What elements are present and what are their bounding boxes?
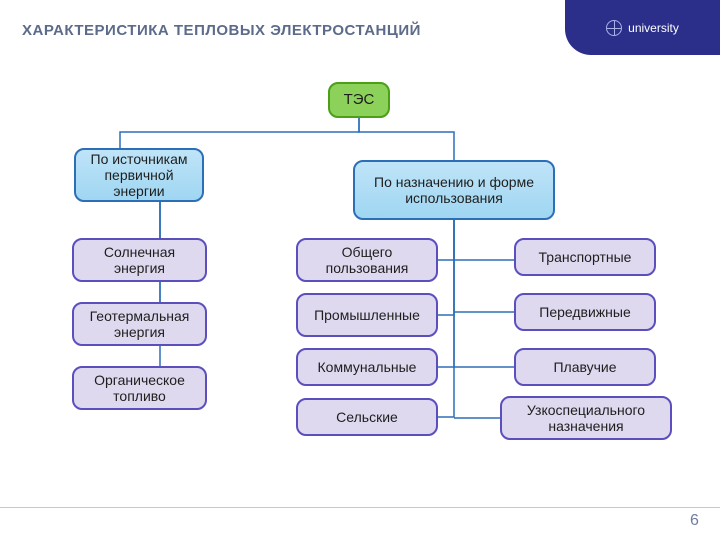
node-l_sun: Солнечная энергия	[72, 238, 207, 282]
node-root: ТЭС	[328, 82, 390, 118]
node-r_pub: Общего пользования	[296, 238, 438, 282]
node-b_left: По источникам первичной энергии	[74, 148, 204, 202]
page-number: 6	[690, 512, 699, 530]
logo-text: university	[628, 21, 679, 35]
node-r_mun: Коммунальные	[296, 348, 438, 386]
node-l_geo: Геотермальная энергия	[72, 302, 207, 346]
footer-divider	[0, 507, 720, 508]
node-r_spc: Узкоспециального назначения	[500, 396, 672, 440]
node-r_rur: Сельские	[296, 398, 438, 436]
connector	[438, 220, 454, 260]
node-b_right: По назначению и форме использования	[353, 160, 555, 220]
slide-stage: ХАРАКТЕРИСТИКА ТЕПЛОВЫХ ЭЛЕКТРОСТАНЦИЙ u…	[0, 0, 720, 540]
globe-icon	[606, 20, 622, 36]
logo-band: university	[565, 0, 720, 55]
node-r_mob: Передвижные	[514, 293, 656, 331]
connector	[160, 202, 207, 388]
connector	[438, 220, 454, 417]
connector	[438, 220, 454, 367]
connector	[120, 118, 359, 148]
slide-title: ХАРАКТЕРИСТИКА ТЕПЛОВЫХ ЭЛЕКТРОСТАНЦИЙ	[22, 22, 421, 39]
node-l_org: Органическое топливо	[72, 366, 207, 410]
connector	[438, 220, 454, 315]
node-r_flt: Плавучие	[514, 348, 656, 386]
connector	[359, 118, 454, 160]
node-r_ind: Промышленные	[296, 293, 438, 337]
node-r_trn: Транспортные	[514, 238, 656, 276]
